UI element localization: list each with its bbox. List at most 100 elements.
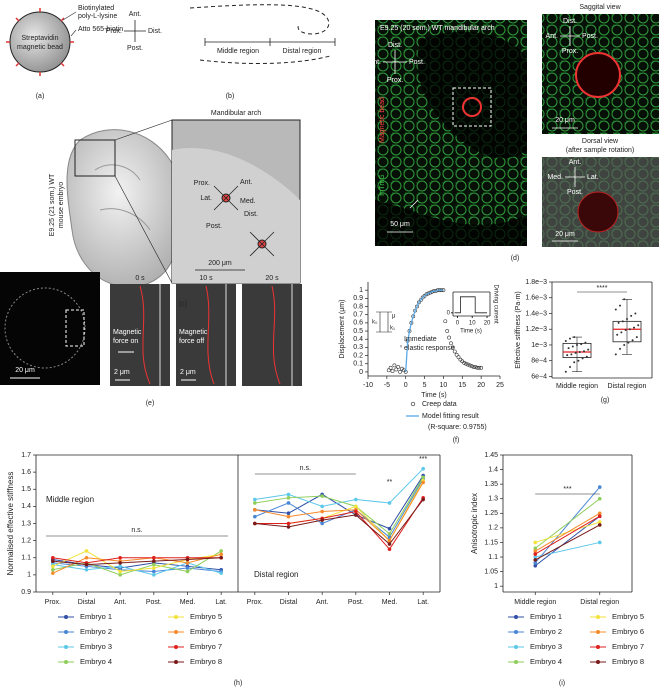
data-point xyxy=(635,336,638,339)
x-tick-label: Middle region xyxy=(514,599,556,606)
significance: **** xyxy=(597,285,608,292)
fit-line xyxy=(405,289,444,372)
data-point xyxy=(564,370,567,373)
label: mTmG xyxy=(379,174,386,195)
data-point xyxy=(462,361,467,365)
data-point xyxy=(466,362,470,367)
data-point xyxy=(84,562,89,567)
data-point xyxy=(152,559,156,563)
data-point xyxy=(456,355,461,360)
label: Middle region xyxy=(217,48,259,55)
x-tick-label: 0 xyxy=(404,382,408,389)
y-tick-label: 0.3 xyxy=(353,344,363,351)
data-point xyxy=(185,557,190,562)
y-tick-label: 0.1 xyxy=(353,361,363,368)
roi-box xyxy=(65,309,85,347)
data-point xyxy=(286,492,291,497)
data-point xyxy=(387,501,392,505)
region-label: Middle region xyxy=(46,495,94,504)
zoom-title: Mandibular arch xyxy=(211,110,261,117)
label: μ xyxy=(392,314,396,320)
data-point xyxy=(469,364,474,369)
data-point xyxy=(614,353,617,356)
data-point xyxy=(354,509,358,514)
data-point xyxy=(450,345,455,350)
label: 0 s xyxy=(135,275,145,282)
data-point xyxy=(185,561,190,565)
data-point xyxy=(445,329,450,333)
label: Magnetic bead xyxy=(379,97,386,143)
legend-marker xyxy=(514,630,518,634)
legend-label: Embryo 3 xyxy=(530,642,562,651)
bead-signal xyxy=(462,97,482,117)
data-point xyxy=(633,326,635,329)
x-tick-label: Distal region xyxy=(580,599,619,606)
series-line xyxy=(534,512,601,552)
y-tick-label: 0 xyxy=(359,369,363,376)
series-line xyxy=(534,498,601,549)
y-tick-label: 0.5 xyxy=(353,328,363,335)
data-point xyxy=(320,518,324,522)
data-point xyxy=(84,567,89,572)
data-point xyxy=(387,547,392,551)
series-line xyxy=(52,553,222,574)
data-point xyxy=(587,348,590,351)
axis-cross-dor xyxy=(552,167,585,242)
panel-tag: (g) xyxy=(601,397,610,404)
data-point xyxy=(51,559,55,563)
data-point xyxy=(320,521,324,526)
bead-label: Streptavidin xyxy=(22,35,59,42)
panel-tag: (c) xyxy=(179,301,187,308)
data-point xyxy=(479,365,484,370)
y-tick-label: 1 xyxy=(494,583,498,590)
arch-surface xyxy=(172,148,300,283)
data-point xyxy=(573,361,576,364)
label: Lat. xyxy=(587,174,599,181)
data-point xyxy=(533,546,538,551)
series-line xyxy=(52,557,222,564)
data-point xyxy=(619,347,621,350)
y-axis-title: Displacement (μm) xyxy=(339,300,346,359)
x-axis-title: Time (s) xyxy=(421,392,446,399)
x-tick-label: Prox. xyxy=(45,599,61,606)
y-tick-label: 0.9 xyxy=(353,295,363,302)
data-point xyxy=(387,531,392,536)
data-point xyxy=(415,304,419,309)
data-point xyxy=(471,365,476,369)
bead-label: magnetic bead xyxy=(17,44,63,51)
legend-marker xyxy=(64,645,68,649)
legend-label: Embryo 7 xyxy=(612,642,644,651)
data-point xyxy=(627,341,630,344)
data-point xyxy=(571,345,574,348)
label: E9.25 (21 som.) WT xyxy=(49,173,56,236)
x-tick-label: Ant. xyxy=(114,599,127,606)
series-line xyxy=(254,475,424,530)
data-point xyxy=(569,337,571,340)
scale-bars-e xyxy=(10,351,196,381)
legend-marker xyxy=(174,645,178,649)
bead-signal xyxy=(577,191,619,233)
legend-label: Embryo 7 xyxy=(190,642,222,651)
label: Prox. xyxy=(562,48,578,55)
data-point xyxy=(219,571,223,575)
roi-box xyxy=(452,87,492,127)
legend-marker xyxy=(174,660,178,664)
x-tick-label: -5 xyxy=(384,382,390,389)
data-point xyxy=(634,312,637,315)
y-tick-label: 1.1 xyxy=(488,554,498,561)
x-tick-label: 0 xyxy=(456,321,460,327)
bead-coating xyxy=(6,8,74,76)
data-point xyxy=(387,538,392,543)
label: Biotinylated xyxy=(78,5,114,12)
data-point xyxy=(620,331,623,334)
y-tick-label: 1.2e−3 xyxy=(525,326,547,333)
legend-marker xyxy=(64,615,68,619)
micrograph-e xyxy=(0,272,100,385)
legend-label: Embryo 5 xyxy=(612,612,644,621)
data-point xyxy=(421,466,425,471)
series-line xyxy=(52,562,222,576)
label: Med. xyxy=(547,174,563,181)
x-tick-label: -10 xyxy=(363,382,373,389)
data-point xyxy=(533,561,538,565)
data-point xyxy=(152,569,156,574)
